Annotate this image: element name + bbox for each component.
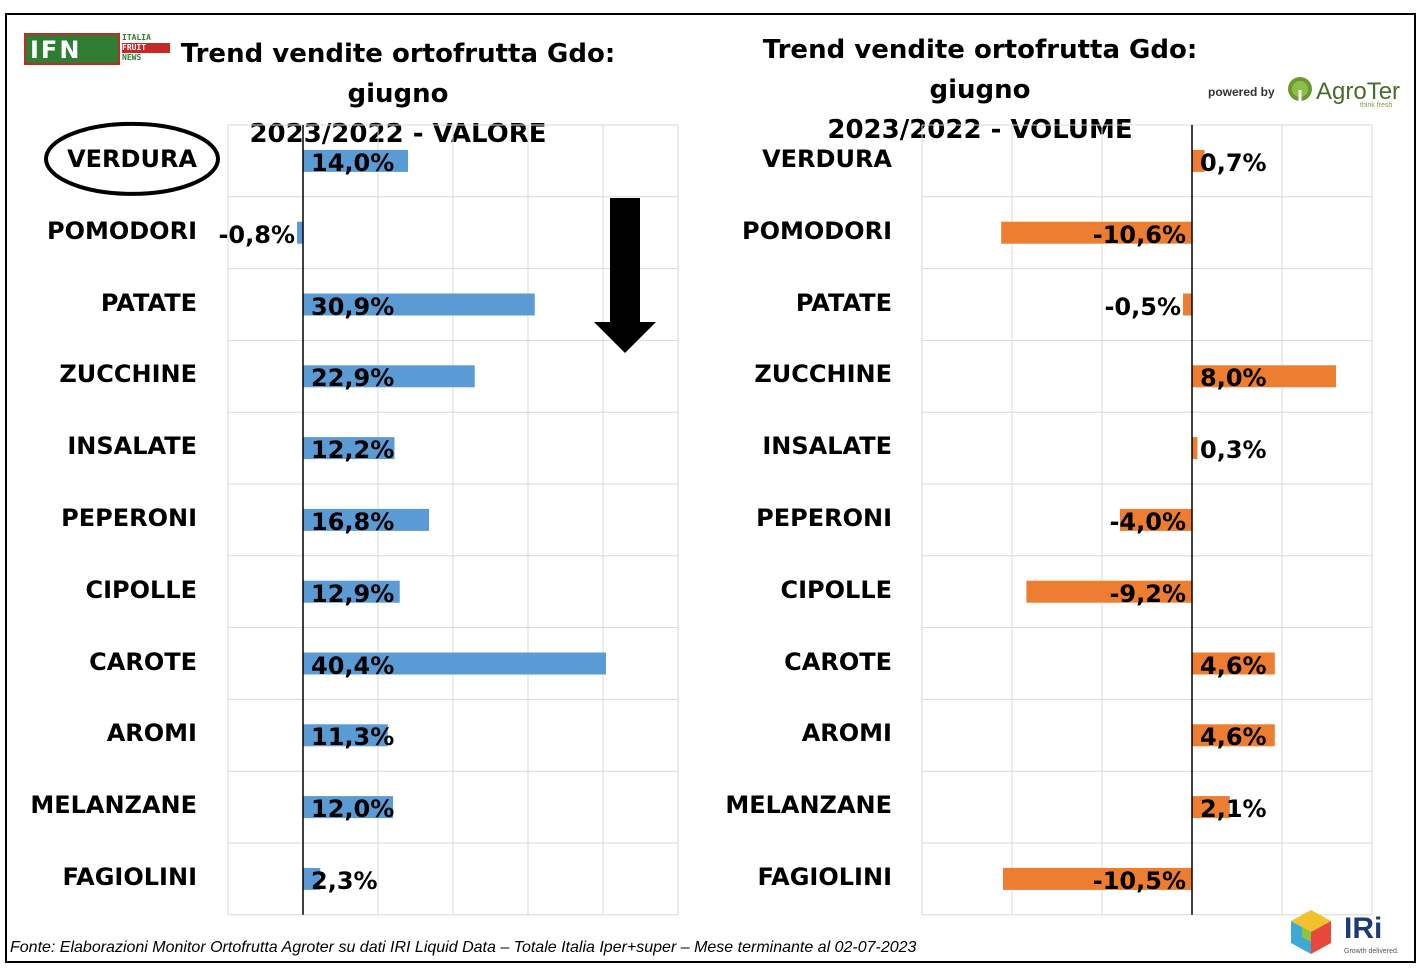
chart-valore-bar bbox=[303, 365, 475, 388]
chart-volume-bar bbox=[1192, 796, 1230, 819]
chart-valore-data-label: 40,4% bbox=[311, 651, 395, 680]
chart-valore-category-label: VERDURA bbox=[67, 144, 197, 173]
chart-valore-title-line-2: 2023/2022 - VALORE bbox=[249, 119, 547, 149]
chart-valore-category-label: PEPERONI bbox=[61, 503, 197, 532]
down-arrow-icon bbox=[594, 198, 656, 353]
chart-volume-data-label: 4,6% bbox=[1200, 723, 1267, 752]
chart-volume-data-label: 8,0% bbox=[1200, 364, 1267, 393]
chart-valore-data-label: -0,8% bbox=[218, 220, 295, 249]
chart-volume-data-label: 0,7% bbox=[1200, 148, 1267, 177]
chart-volume-data-label: 0,3% bbox=[1200, 436, 1267, 465]
chart-valore-title: Trend vendite ortofrutta Gdo: giugno 202… bbox=[150, 34, 646, 154]
chart-valore-category-label: AROMI bbox=[106, 719, 197, 748]
chart-valore-category-label: ZUCCHINE bbox=[59, 360, 197, 389]
chart-valore-bar bbox=[303, 437, 395, 460]
chart-volume-bar bbox=[1192, 149, 1205, 172]
chart-valore-category-label: POMODORI bbox=[46, 216, 197, 245]
chart-volume-data-label: -10,5% bbox=[1092, 866, 1186, 895]
chart-valore-highlight-ellipse bbox=[44, 121, 220, 196]
ifn-logo-side-text: ITALIA FRUIT NEWS bbox=[122, 33, 170, 63]
powered-by-text: powered by bbox=[1208, 85, 1275, 99]
chart-volume-bar bbox=[1026, 580, 1192, 603]
chart-volume-data-label: 4,6% bbox=[1200, 651, 1267, 680]
chart-valore-data-label: 14,0% bbox=[311, 148, 395, 177]
chart-valore-data-label: 30,9% bbox=[311, 292, 395, 321]
chart-volume-bar bbox=[1003, 867, 1192, 890]
chart-volume-category-label: ZUCCHINE bbox=[754, 360, 892, 389]
chart-volume-data-label: -4,0% bbox=[1109, 507, 1186, 536]
chart-volume-category-label: CIPOLLE bbox=[780, 575, 892, 604]
agroter-tree-icon bbox=[1288, 77, 1312, 104]
chart-volume-bar bbox=[1192, 724, 1275, 747]
ifn-logo-line-3: NEWS bbox=[122, 53, 142, 62]
chart-volume-data-label: 2,1% bbox=[1200, 795, 1267, 824]
chart-volume bbox=[921, 124, 1373, 916]
ifn-logo-line-1: ITALIA bbox=[122, 33, 151, 42]
chart-valore-category-label: CIPOLLE bbox=[85, 575, 197, 604]
chart-valore bbox=[44, 121, 679, 916]
chart-valore-title-line-1: Trend vendite ortofrutta Gdo: giugno bbox=[180, 39, 616, 109]
chart-valore-category-label: INSALATE bbox=[67, 432, 197, 461]
agroter-tagline: think fresh bbox=[1360, 102, 1393, 109]
chart-volume-bar bbox=[1192, 365, 1336, 388]
ifn-logo-box: IFN bbox=[24, 33, 120, 65]
agroter-name: AgroTer bbox=[1316, 78, 1401, 105]
chart-valore-bar bbox=[303, 149, 408, 172]
chart-volume-category-label: PATATE bbox=[795, 288, 892, 317]
chart-valore-bar bbox=[303, 652, 606, 675]
chart-volume-category-label: POMODORI bbox=[741, 216, 892, 245]
chart-volume-category-label: MELANZANE bbox=[725, 791, 892, 820]
chart-volume-bar bbox=[1001, 221, 1192, 244]
ifn-logo-line-2: FRUIT bbox=[122, 43, 170, 53]
chart-frame bbox=[5, 13, 1416, 963]
iri-name: IRi bbox=[1344, 912, 1383, 945]
chart-valore-category-label: FAGIOLINI bbox=[62, 862, 197, 891]
iri-logo: IRi Growth delivered. bbox=[1288, 908, 1399, 960]
iri-cube-icon bbox=[1291, 910, 1331, 954]
chart-valore-bar bbox=[303, 724, 388, 747]
chart-volume-category-label: VERDURA bbox=[762, 144, 892, 173]
chart-volume-title-line-2: 2023/2022 - VOLUME bbox=[827, 115, 1133, 145]
chart-valore-bar bbox=[303, 867, 321, 890]
chart-valore-data-label: 2,3% bbox=[311, 866, 378, 895]
chart-valore-data-label: 16,8% bbox=[311, 507, 395, 536]
chart-valore-bar bbox=[303, 796, 393, 819]
chart-valore-bar bbox=[297, 221, 303, 244]
chart-volume-data-label: -10,6% bbox=[1092, 220, 1186, 249]
chart-valore-data-label: 11,3% bbox=[311, 723, 395, 752]
chart-valore-data-label: 12,0% bbox=[311, 795, 395, 824]
chart-valore-bar bbox=[303, 508, 429, 531]
chart-volume-bar bbox=[1192, 652, 1275, 675]
chart-volume-bar bbox=[1192, 437, 1198, 460]
chart-volume-bar bbox=[1183, 293, 1192, 316]
ifn-logo-letters: IFN bbox=[30, 36, 82, 64]
chart-valore-data-label: 12,9% bbox=[311, 579, 395, 608]
chart-valore-category-label: PATATE bbox=[100, 288, 197, 317]
chart-volume-title-line-1: Trend vendite ortofrutta Gdo: giugno bbox=[762, 35, 1198, 105]
source-footnote: Fonte: Elaborazioni Monitor Ortofrutta A… bbox=[10, 939, 917, 956]
chart-volume-data-label: -9,2% bbox=[1109, 579, 1186, 608]
chart-volume-category-label: PEPERONI bbox=[756, 503, 892, 532]
chart-volume-category-label: CAROTE bbox=[784, 647, 892, 676]
ifn-logo: IFN ITALIA FRUIT NEWS bbox=[24, 33, 170, 65]
chart-volume-data-label: -0,5% bbox=[1104, 292, 1181, 321]
chart-valore-bar bbox=[303, 293, 535, 316]
agroter-logo: AgroTer think fresh bbox=[1286, 76, 1401, 109]
chart-valore-data-label: 22,9% bbox=[311, 364, 395, 393]
chart-volume-category-label: INSALATE bbox=[762, 432, 892, 461]
chart-volume-title: Trend vendite ortofrutta Gdo: giugno 202… bbox=[730, 30, 1230, 150]
chart-volume-category-label: FAGIOLINI bbox=[757, 862, 892, 891]
chart-valore-bar bbox=[303, 580, 400, 603]
chart-valore-category-label: CAROTE bbox=[89, 647, 197, 676]
iri-tagline: Growth delivered. bbox=[1344, 948, 1399, 955]
chart-valore-data-label: 12,2% bbox=[311, 436, 395, 465]
chart-volume-bar bbox=[1120, 508, 1192, 531]
chart-volume-category-label: AROMI bbox=[801, 719, 892, 748]
chart-valore-category-label: MELANZANE bbox=[30, 791, 197, 820]
